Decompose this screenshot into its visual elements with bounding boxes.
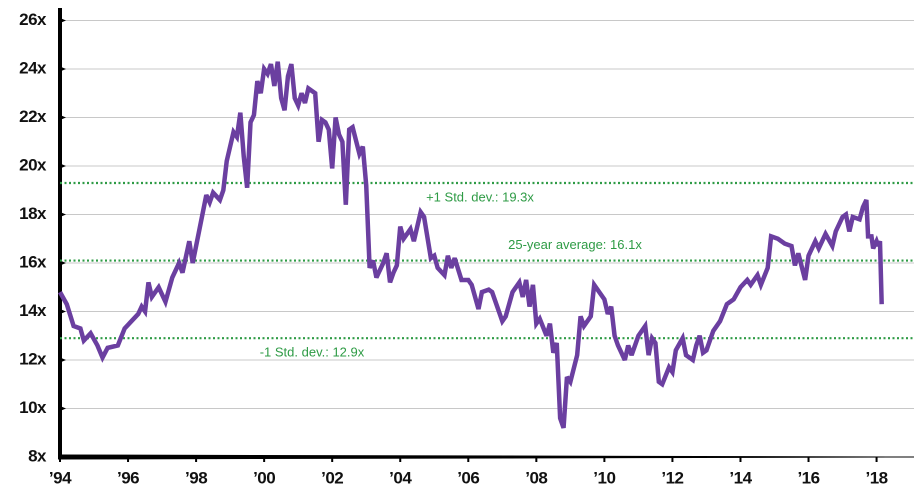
x-tick-label: ’00 bbox=[253, 468, 275, 487]
y-tick-label: 8x bbox=[28, 446, 47, 465]
x-tick-label: ’96 bbox=[117, 468, 139, 487]
y-tick-label: 16x bbox=[19, 252, 47, 271]
x-tick-label: ’06 bbox=[457, 468, 479, 487]
x-tick-label: ’16 bbox=[797, 468, 819, 487]
y-tick-label: 14x bbox=[19, 301, 47, 320]
reference-label: +1 Std. dev.: 19.3x bbox=[426, 189, 534, 204]
x-tick-label: ’04 bbox=[389, 468, 412, 487]
y-tick-label: 18x bbox=[19, 204, 47, 223]
y-tick-label: 26x bbox=[19, 10, 47, 29]
reference-label: -1 Std. dev.: 12.9x bbox=[260, 345, 365, 360]
y-tick-label: 10x bbox=[19, 398, 47, 417]
x-tick-label: ’12 bbox=[661, 468, 683, 487]
x-tick-label: ’98 bbox=[185, 468, 207, 487]
x-tick-label: ’94 bbox=[49, 468, 72, 487]
x-axis bbox=[58, 454, 914, 460]
x-tick-label: ’02 bbox=[321, 468, 343, 487]
y-axis bbox=[58, 8, 62, 457]
x-tick-label: ’14 bbox=[729, 468, 752, 487]
x-tick-label: ’18 bbox=[866, 468, 888, 487]
y-tick-label: 20x bbox=[19, 155, 47, 174]
x-tick-label: ’10 bbox=[593, 468, 615, 487]
reference-label: 25-year average: 16.1x bbox=[508, 237, 642, 252]
data-line bbox=[58, 61, 884, 429]
y-tick-label: 22x bbox=[19, 107, 47, 126]
y-tick-label: 24x bbox=[19, 58, 47, 77]
y-tick-label: 12x bbox=[19, 349, 47, 368]
x-tick-label: ’08 bbox=[525, 468, 547, 487]
